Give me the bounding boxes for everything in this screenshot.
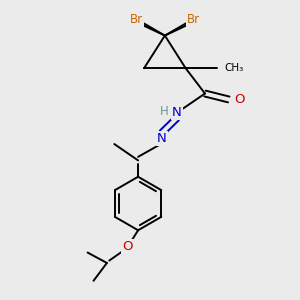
- Text: O: O: [122, 240, 133, 253]
- Text: N: N: [157, 132, 167, 145]
- Text: H: H: [160, 105, 169, 118]
- Text: CH₃: CH₃: [224, 63, 244, 73]
- Text: N: N: [172, 106, 182, 119]
- Text: Br: Br: [187, 13, 200, 26]
- Text: Br: Br: [130, 13, 143, 26]
- Text: O: O: [235, 93, 245, 106]
